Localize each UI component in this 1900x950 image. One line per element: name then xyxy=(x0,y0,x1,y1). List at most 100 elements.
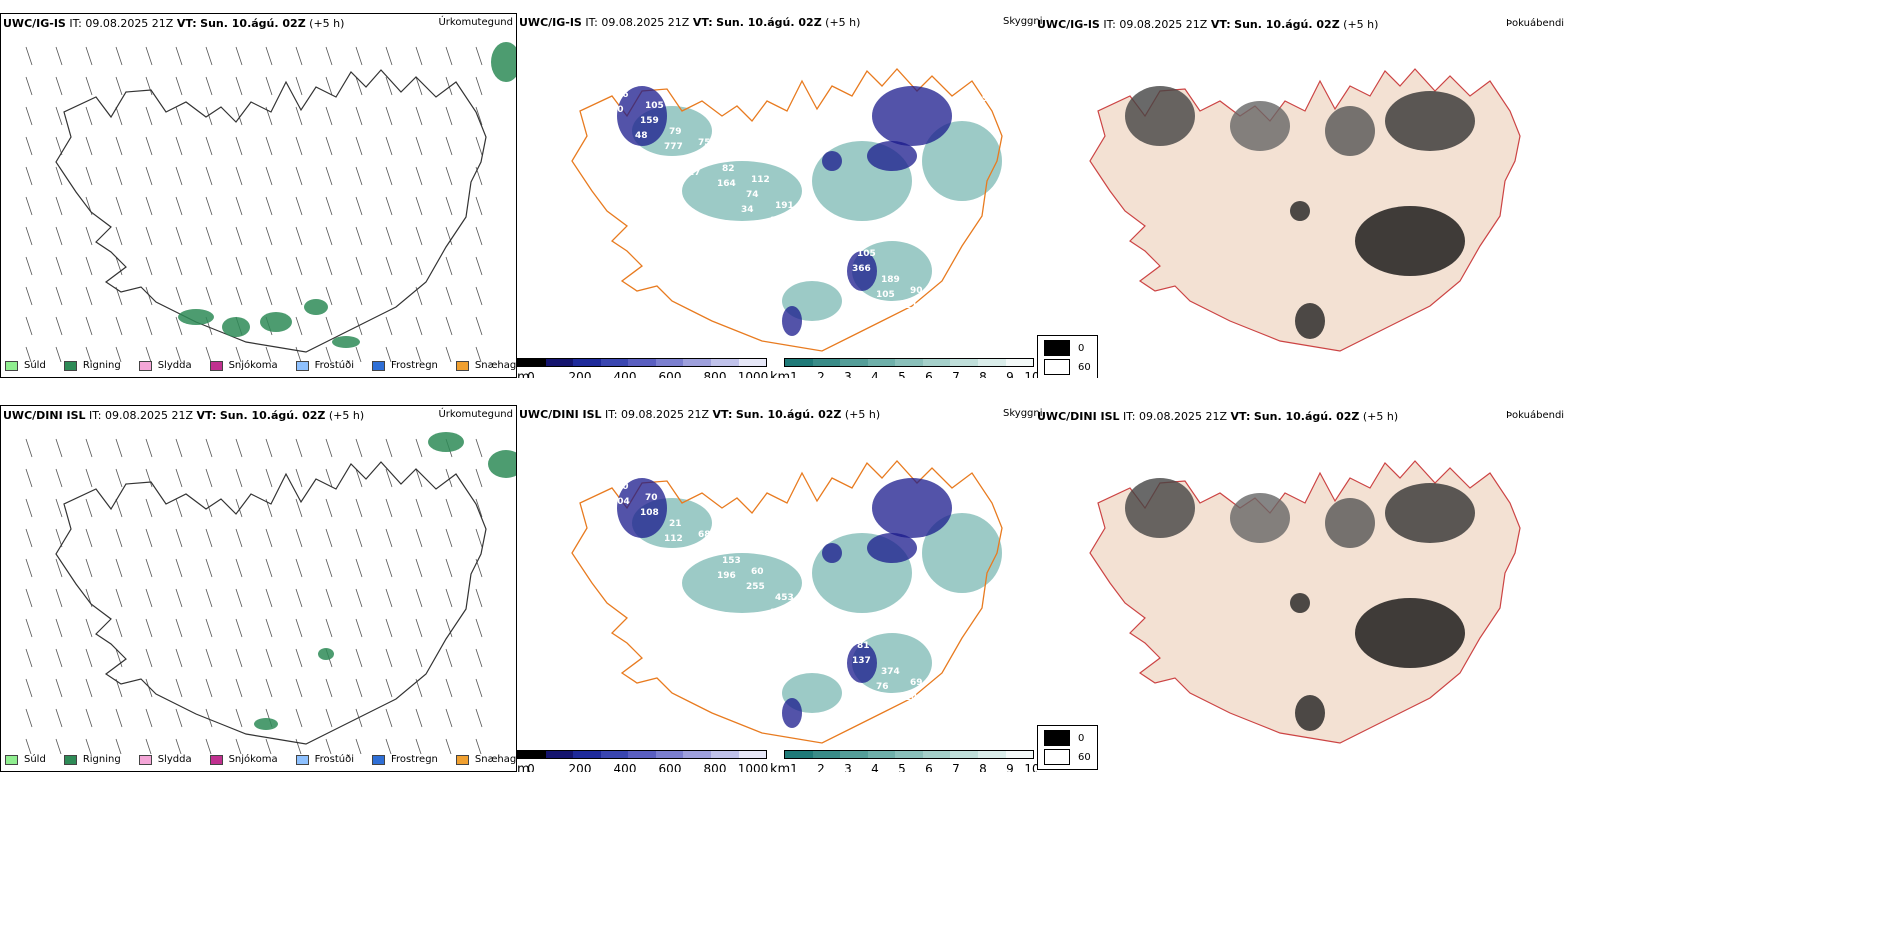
low-ceiling-area xyxy=(782,306,802,336)
legend-swatch xyxy=(63,360,77,371)
wind-barb xyxy=(385,708,393,728)
legend-label: Snæhagl xyxy=(474,754,517,765)
ceiling-value-label: 453 xyxy=(775,593,794,603)
wind-barb xyxy=(115,528,123,548)
wind-barb xyxy=(325,678,333,698)
wind-barb xyxy=(295,618,303,638)
wind-barb xyxy=(385,106,393,126)
wind-barb xyxy=(175,166,183,186)
ceiling-value-label: 82 xyxy=(722,164,735,174)
wind-barb xyxy=(145,346,152,362)
fog-area xyxy=(1355,598,1465,668)
visibility-tick: 1 xyxy=(790,370,798,378)
wind-barb xyxy=(295,708,303,728)
wind-barb xyxy=(235,708,243,728)
panel-name-precip-type: Úrkomutegund xyxy=(438,17,513,28)
rain-area xyxy=(260,312,292,332)
wind-barb xyxy=(145,708,153,728)
wind-barb xyxy=(355,286,363,306)
wind-barb xyxy=(55,648,63,668)
wind-barb xyxy=(115,618,123,638)
wind-barb xyxy=(145,226,153,246)
wind-barb xyxy=(265,166,273,186)
wind-barb xyxy=(295,226,303,246)
wind-barb xyxy=(475,618,483,638)
ceiling-value-label: 90 xyxy=(910,286,923,296)
fog-tick: 0 xyxy=(1078,343,1085,354)
legend-label: Snjókoma xyxy=(228,360,278,371)
ceiling-tick: 400 xyxy=(613,370,637,378)
legend-swatch xyxy=(295,360,309,371)
wind-barb xyxy=(415,708,423,728)
wind-barb xyxy=(25,528,33,548)
panel-title: UWC/DINI ISL IT: 09.08.2025 21Z VT: Sun.… xyxy=(3,409,365,422)
wind-barb xyxy=(55,708,63,728)
visibility-tick: 5 xyxy=(898,370,906,378)
wind-barb xyxy=(205,588,213,608)
wind-barb xyxy=(385,46,393,66)
wind-barb xyxy=(85,738,92,754)
wind-barb xyxy=(145,196,153,216)
wind-barb xyxy=(295,106,303,126)
wind-barb xyxy=(385,196,393,216)
wind-barb xyxy=(295,558,303,578)
wind-barb xyxy=(25,618,33,638)
wind-barb xyxy=(175,136,183,156)
visibility-tick: 9 xyxy=(1006,370,1014,378)
wind-barb xyxy=(445,166,453,186)
wind-barb xyxy=(325,76,333,96)
wind-barb xyxy=(415,438,423,458)
low-ceiling-area xyxy=(822,151,842,171)
visibility-colorbar: km 1 2 3 4 5 6 7 8 9 10 xyxy=(770,750,1037,772)
wind-barb xyxy=(295,738,302,754)
wind-barb xyxy=(145,76,153,96)
wind-barb xyxy=(265,588,273,608)
wind-barb xyxy=(175,648,183,668)
wind-barb xyxy=(175,618,183,638)
wind-barb xyxy=(415,256,423,276)
wind-barb xyxy=(295,678,303,698)
wind-barb xyxy=(205,196,213,216)
wind-barb xyxy=(415,648,423,668)
legend-label: Súld xyxy=(24,360,46,371)
wind-barb xyxy=(205,136,213,156)
ceiling-unit: m xyxy=(517,762,530,772)
wind-barb xyxy=(445,316,453,336)
precip-legend: Súld Rigning Slydda Snjókoma Frostúði Frostre… xyxy=(5,360,516,371)
wind-barb xyxy=(145,528,153,548)
wind-barb xyxy=(205,286,213,306)
wind-barb xyxy=(355,166,363,186)
wind-barb xyxy=(175,528,183,548)
wind-barb xyxy=(145,46,153,66)
visibility-tick: 2 xyxy=(817,762,825,772)
iceland-map xyxy=(25,432,516,754)
wind-barb xyxy=(295,166,303,186)
wind-barb xyxy=(85,166,93,186)
wind-barb xyxy=(55,46,63,66)
ceiling-tick: 0 xyxy=(527,762,535,772)
wind-barb xyxy=(235,678,243,698)
road-coast-line xyxy=(571,68,1003,352)
wind-barb xyxy=(175,346,182,362)
legend-item: Frostúði xyxy=(295,754,354,765)
fog-area xyxy=(1355,206,1465,276)
ceiling-value-label: 233 xyxy=(987,471,1006,481)
fog-swatch-light xyxy=(1044,749,1070,765)
wind-barb xyxy=(295,136,303,156)
wind-barb xyxy=(115,498,123,518)
wind-barb xyxy=(55,136,63,156)
low-ceiling-area xyxy=(782,698,802,728)
ceiling-value-label: 110 xyxy=(905,301,924,311)
wind-barb xyxy=(175,588,183,608)
wind-barb xyxy=(55,558,63,578)
visibility-unit: km xyxy=(770,762,791,772)
ceiling-value-label: 196 xyxy=(717,571,736,581)
legend-swatch xyxy=(209,360,223,371)
wind-barb xyxy=(115,438,123,458)
ceiling-value-label: 91 xyxy=(799,619,812,629)
wind-barb xyxy=(265,438,273,458)
ceiling-value-label: 10 xyxy=(611,105,624,115)
wind-barb xyxy=(85,346,92,362)
wind-barb xyxy=(55,226,63,246)
wind-barb xyxy=(385,588,393,608)
